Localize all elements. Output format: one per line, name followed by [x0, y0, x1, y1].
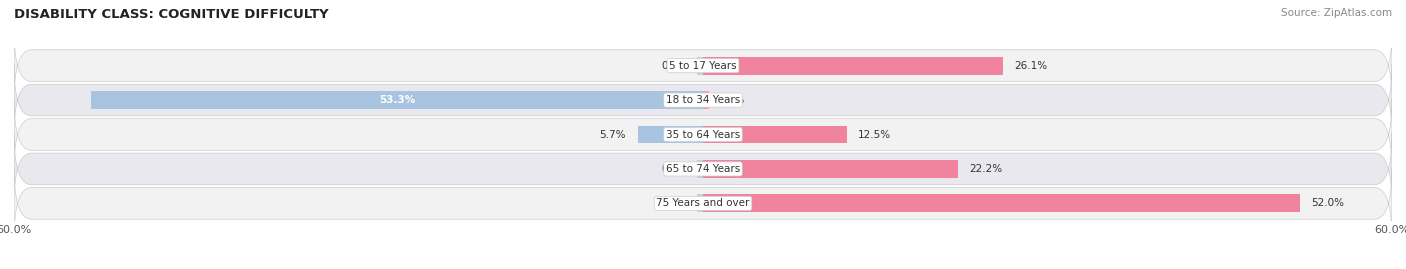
FancyBboxPatch shape [14, 168, 1392, 239]
Bar [697, 57, 703, 75]
Text: 0.0%: 0.0% [662, 61, 688, 71]
Bar [637, 126, 703, 143]
Text: 18 to 34 Years: 18 to 34 Years [666, 95, 740, 105]
Text: 0.0%: 0.0% [662, 198, 688, 208]
Text: 35 to 64 Years: 35 to 64 Years [666, 129, 740, 140]
FancyBboxPatch shape [14, 30, 1392, 101]
Bar [703, 126, 846, 143]
Bar [697, 160, 703, 178]
FancyBboxPatch shape [14, 64, 1392, 136]
Text: 65 to 74 Years: 65 to 74 Years [666, 164, 740, 174]
Text: 22.2%: 22.2% [969, 164, 1002, 174]
Text: 5.7%: 5.7% [599, 129, 626, 140]
Text: Source: ZipAtlas.com: Source: ZipAtlas.com [1281, 8, 1392, 18]
Text: 0.0%: 0.0% [718, 95, 744, 105]
Text: 0.0%: 0.0% [662, 164, 688, 174]
Text: 53.3%: 53.3% [378, 95, 415, 105]
Bar [703, 194, 1301, 212]
FancyBboxPatch shape [14, 99, 1392, 170]
Bar [703, 160, 957, 178]
Text: 26.1%: 26.1% [1014, 61, 1047, 71]
FancyBboxPatch shape [14, 133, 1392, 205]
Text: 52.0%: 52.0% [1312, 198, 1344, 208]
Bar [697, 194, 703, 212]
Text: 75 Years and over: 75 Years and over [657, 198, 749, 208]
Text: DISABILITY CLASS: COGNITIVE DIFFICULTY: DISABILITY CLASS: COGNITIVE DIFFICULTY [14, 8, 329, 21]
Text: 12.5%: 12.5% [858, 129, 891, 140]
Bar [703, 91, 709, 109]
Text: 5 to 17 Years: 5 to 17 Years [669, 61, 737, 71]
Bar [91, 91, 703, 109]
Bar [703, 57, 1002, 75]
